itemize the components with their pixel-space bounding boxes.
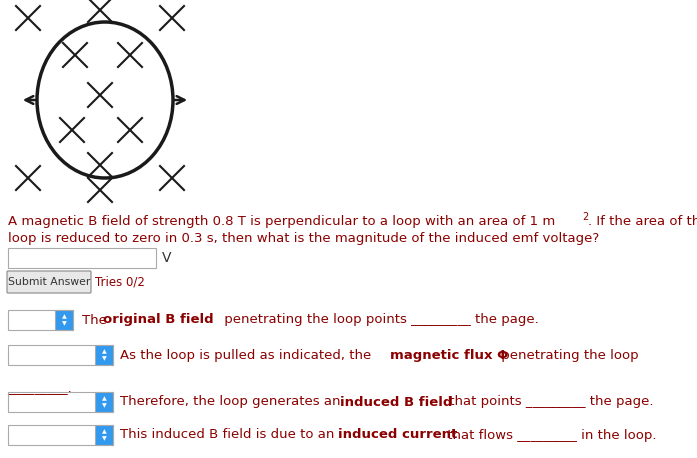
Text: magnetic flux Φ: magnetic flux Φ xyxy=(390,349,508,361)
Text: induced B field: induced B field xyxy=(340,396,452,409)
Text: Tries 0/2: Tries 0/2 xyxy=(95,276,145,289)
Text: that points _________ the page.: that points _________ the page. xyxy=(445,396,654,409)
FancyBboxPatch shape xyxy=(95,392,113,412)
Text: penetrating the loop: penetrating the loop xyxy=(497,349,638,361)
Text: _________.: _________. xyxy=(8,382,72,395)
Text: Submit Answer: Submit Answer xyxy=(8,277,90,287)
Text: ▼: ▼ xyxy=(61,322,66,327)
Text: V: V xyxy=(162,251,171,265)
Text: ▲: ▲ xyxy=(102,430,107,435)
Text: A magnetic B field of strength 0.8 T is perpendicular to a loop with an area of : A magnetic B field of strength 0.8 T is … xyxy=(8,215,556,228)
FancyBboxPatch shape xyxy=(95,425,113,445)
Text: This induced B field is due to an: This induced B field is due to an xyxy=(120,429,339,442)
FancyBboxPatch shape xyxy=(8,345,113,365)
Text: . If the area of the: . If the area of the xyxy=(588,215,697,228)
FancyBboxPatch shape xyxy=(8,248,156,268)
Text: ▲: ▲ xyxy=(61,315,66,320)
Text: 2: 2 xyxy=(582,212,588,222)
Text: ▼: ▼ xyxy=(102,403,107,409)
Text: induced current: induced current xyxy=(338,429,457,442)
Text: As the loop is pulled as indicated, the: As the loop is pulled as indicated, the xyxy=(120,349,376,361)
Text: penetrating the loop points _________ the page.: penetrating the loop points _________ th… xyxy=(220,313,539,327)
Text: ▲: ▲ xyxy=(102,397,107,402)
FancyBboxPatch shape xyxy=(8,392,113,412)
Text: that flows _________ in the loop.: that flows _________ in the loop. xyxy=(443,429,657,442)
Ellipse shape xyxy=(37,22,173,178)
FancyBboxPatch shape xyxy=(8,310,73,330)
FancyBboxPatch shape xyxy=(7,271,91,293)
FancyBboxPatch shape xyxy=(55,310,73,330)
Text: ▲: ▲ xyxy=(102,349,107,354)
Text: original B field: original B field xyxy=(103,313,213,327)
FancyBboxPatch shape xyxy=(95,345,113,365)
FancyBboxPatch shape xyxy=(8,425,113,445)
Text: The: The xyxy=(82,313,111,327)
Text: Therefore, the loop generates an: Therefore, the loop generates an xyxy=(120,396,345,409)
Text: ▼: ▼ xyxy=(102,356,107,361)
Text: loop is reduced to zero in 0.3 s, then what is the magnitude of the induced emf : loop is reduced to zero in 0.3 s, then w… xyxy=(8,232,599,245)
Text: ▼: ▼ xyxy=(102,436,107,442)
